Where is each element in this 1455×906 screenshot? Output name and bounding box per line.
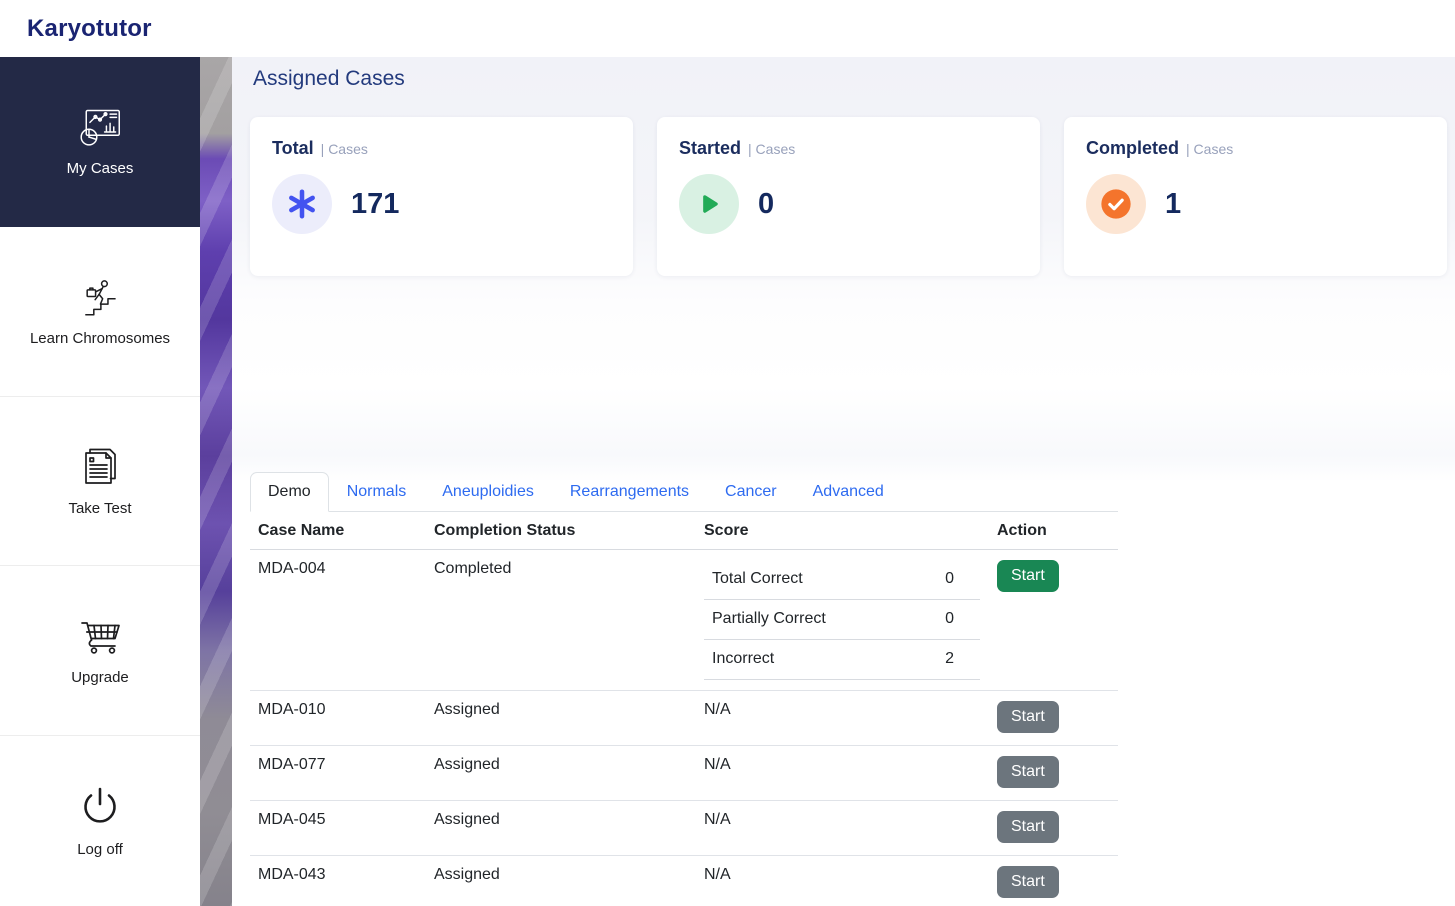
score-cell: N/A (696, 690, 989, 746)
score-cell: N/A (696, 800, 989, 856)
play-icon (679, 174, 739, 234)
page-title: Assigned Cases (253, 67, 405, 90)
top-header: Karyotutor (0, 0, 1455, 57)
stat-card-title: Completed | Cases (1086, 138, 1234, 158)
col-header-case-name: Case Name (250, 512, 426, 550)
table-row: MDA-045 Assigned N/A Start (250, 800, 1118, 856)
completion-status: Assigned (426, 745, 696, 801)
score-label: Partially Correct (704, 599, 916, 640)
table-row: MDA-043 Assigned N/A Start (250, 855, 1118, 906)
col-header-action: Action (989, 512, 1118, 550)
start-button[interactable]: Start (997, 560, 1059, 592)
completion-status: Assigned (426, 690, 696, 746)
action-cell: Start (989, 800, 1118, 856)
case-name: MDA-077 (250, 745, 426, 801)
table-row: MDA-004 Completed Total Correct 0 Partia… (250, 549, 1118, 691)
sidebar-item-label: Upgrade (71, 669, 129, 687)
sidebar-item-label: Log off (77, 840, 123, 858)
action-cell: Start (989, 549, 1118, 691)
stat-card-total: Total | Cases 171 (250, 117, 633, 276)
start-button[interactable]: Start (997, 811, 1059, 843)
action-cell: Start (989, 690, 1118, 746)
cases-tab-panel: Demo Normals Aneuploidies Rearrangements… (250, 472, 1118, 906)
start-button[interactable]: Start (997, 756, 1059, 788)
col-header-score: Score (696, 512, 989, 550)
col-header-completion-status: Completion Status (426, 512, 696, 550)
stat-card-title: Total | Cases (272, 138, 368, 158)
asterisk-icon (272, 174, 332, 234)
stat-card-value: 1 (1165, 187, 1182, 220)
case-name: MDA-010 (250, 690, 426, 746)
sidebar: My Cases Learn Chromosomes (0, 57, 200, 906)
tab-rearrangements[interactable]: Rearrangements (569, 483, 690, 500)
stat-card-subtitle: | Cases (748, 141, 796, 157)
score-cell: Total Correct 0 Partially Correct 0 Inco… (696, 549, 989, 691)
stat-card-started: Started | Cases 0 (657, 117, 1040, 276)
table-row: MDA-010 Assigned N/A Start (250, 690, 1118, 746)
stat-card-title: Started | Cases (679, 138, 796, 158)
tab-advanced[interactable]: Advanced (812, 483, 884, 500)
sidebar-item-my-cases[interactable]: My Cases (0, 57, 200, 227)
background-image-strip (200, 57, 232, 906)
start-button[interactable]: Start (997, 866, 1059, 898)
cases-dashboard-icon (78, 106, 122, 148)
stat-cards-row: Total | Cases 171 Started | Cases (250, 117, 1447, 276)
sidebar-item-learn-chromosomes[interactable]: Learn Chromosomes (0, 227, 200, 397)
score-cell: N/A (696, 855, 989, 906)
cases-table: Case Name Completion Status Score Action… (250, 512, 1118, 906)
stat-card-value: 171 (351, 187, 400, 220)
sidebar-item-upgrade[interactable]: Upgrade (0, 566, 200, 737)
tab-normals[interactable]: Normals (346, 483, 407, 500)
score-label: Total Correct (704, 560, 916, 600)
sidebar-item-label: Learn Chromosomes (29, 329, 171, 347)
stat-card-subtitle: | Cases (320, 141, 368, 157)
sidebar-item-log-off[interactable]: Log off (0, 736, 200, 906)
score-value: 2 (916, 639, 980, 680)
case-name: MDA-045 (250, 800, 426, 856)
score-value: 0 (916, 599, 980, 640)
stat-card-subtitle: | Cases (1186, 141, 1234, 157)
power-icon (78, 785, 122, 829)
shopping-cart-icon (77, 615, 123, 657)
score-label: Incorrect (704, 639, 916, 680)
case-name: MDA-043 (250, 855, 426, 906)
tab-demo[interactable]: Demo (250, 472, 329, 512)
action-cell: Start (989, 745, 1118, 801)
stat-card-completed: Completed | Cases 1 (1064, 117, 1447, 276)
test-document-icon (78, 444, 122, 488)
learn-stairs-icon (77, 276, 123, 318)
stat-card-value: 0 (758, 187, 775, 220)
main-content: Assigned Cases Total | Cases 171 Starte (232, 57, 1455, 906)
tab-aneuploidies[interactable]: Aneuploidies (442, 483, 534, 500)
score-cell: N/A (696, 745, 989, 801)
case-name: MDA-004 (250, 549, 426, 691)
action-cell: Start (989, 855, 1118, 906)
sidebar-item-take-test[interactable]: Take Test (0, 397, 200, 567)
completion-status: Assigned (426, 800, 696, 856)
sidebar-item-label: Take Test (68, 500, 132, 518)
score-breakdown-table: Total Correct 0 Partially Correct 0 Inco… (704, 560, 980, 680)
sidebar-item-label: My Cases (66, 160, 134, 178)
check-circle-icon (1086, 174, 1146, 234)
completion-status: Assigned (426, 855, 696, 906)
start-button[interactable]: Start (997, 701, 1059, 733)
score-value: 0 (916, 560, 980, 600)
app-logo[interactable]: Karyotutor (27, 14, 152, 42)
completion-status: Completed (426, 549, 696, 691)
tab-bar: Demo Normals Aneuploidies Rearrangements… (250, 472, 1118, 512)
table-row: MDA-077 Assigned N/A Start (250, 745, 1118, 801)
tab-cancer[interactable]: Cancer (725, 483, 777, 500)
